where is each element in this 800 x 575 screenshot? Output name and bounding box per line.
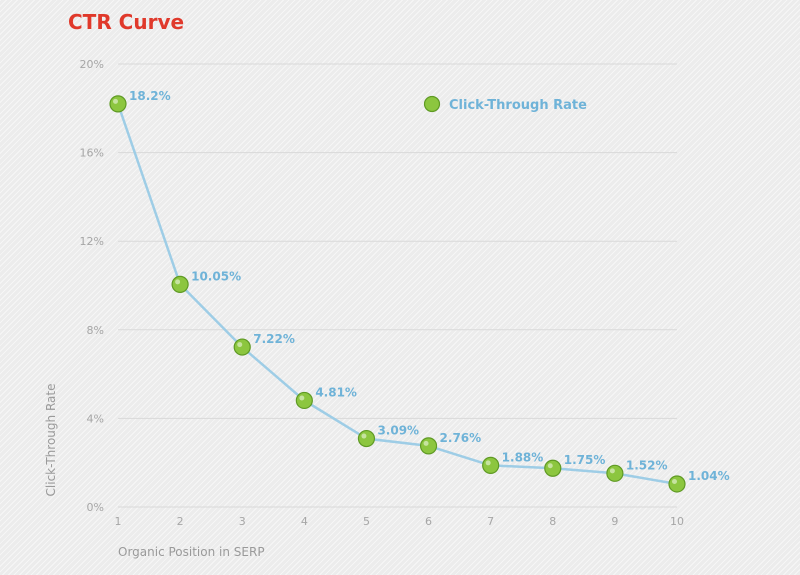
data-point-highlight-4 [299,395,305,401]
x-tick-label-5: 5 [363,515,370,528]
y-axis-ticks: 0% 4% 8% 12% 16% 20% [80,58,104,514]
data-label-2: 10.05% [191,269,241,283]
y-axis-label: Click-Through Rate [44,384,58,497]
x-tick-label-10: 10 [670,515,684,528]
legend-label: Click-Through Rate [449,98,587,113]
data-point-highlight-5 [361,433,367,439]
series-ctr: 18.2% 10.05% 7.22% 4.81% 3.09% 2.76% 1.88% 1.75… [109,89,730,493]
x-tick-label-2: 2 [177,515,184,528]
grid-lines [118,63,677,508]
data-point-7 [482,456,500,474]
data-point-highlight-2 [175,279,181,285]
x-tick-label-9: 9 [611,515,618,528]
x-tick-label-7: 7 [487,515,494,528]
y-tick-label-20: 20% [80,58,104,71]
data-point-highlight-8 [547,463,553,469]
chart-title: CTR Curve [68,10,184,34]
data-point-highlight-1 [113,98,118,104]
data-label-3: 7.22% [253,332,295,346]
x-tick-label-4: 4 [301,515,308,528]
data-point-3 [233,338,251,356]
x-tick-label-6: 6 [425,515,432,528]
x-axis-ticks: 1 2 3 4 5 6 7 8 9 10 [115,515,685,528]
x-tick-label-3: 3 [239,515,246,528]
x-tick-label-8: 8 [549,515,556,528]
data-label-10: 1.04% [688,469,730,483]
data-point-4 [295,391,313,410]
legend-marker [423,95,441,113]
x-axis-label: Organic Position in SERP [118,545,265,559]
x-tick-label-1: 1 [115,515,122,528]
data-point-highlight-3 [237,342,243,348]
data-label-1: 18.2% [129,89,171,103]
data-point-highlight-6 [423,440,429,446]
data-label-9: 1.52% [626,458,668,472]
y-tick-label-16: 16% [80,147,104,160]
data-point-10 [668,475,686,493]
y-tick-label-0: 0% [87,501,104,514]
data-label-5: 3.09% [377,424,419,438]
series-line [116,102,679,486]
data-point-1 [109,95,127,113]
y-tick-label-12: 12% [80,235,104,248]
data-point-8 [544,459,562,477]
data-point-highlight-10 [672,478,677,484]
data-point-highlight-7 [485,460,491,466]
data-point-2 [171,275,189,293]
data-label-8: 1.75% [564,453,606,467]
data-point-highlight-9 [609,468,615,474]
data-point-9 [606,464,624,482]
y-tick-label-8: 8% [87,324,104,337]
data-point-6 [419,437,438,455]
legend: Click-Through Rate [423,95,587,113]
data-label-7: 1.88% [502,450,544,464]
data-label-4: 4.81% [315,385,357,399]
data-point-5 [357,429,376,448]
data-label-6: 2.76% [440,431,482,445]
y-tick-label-4: 4% [87,412,104,425]
